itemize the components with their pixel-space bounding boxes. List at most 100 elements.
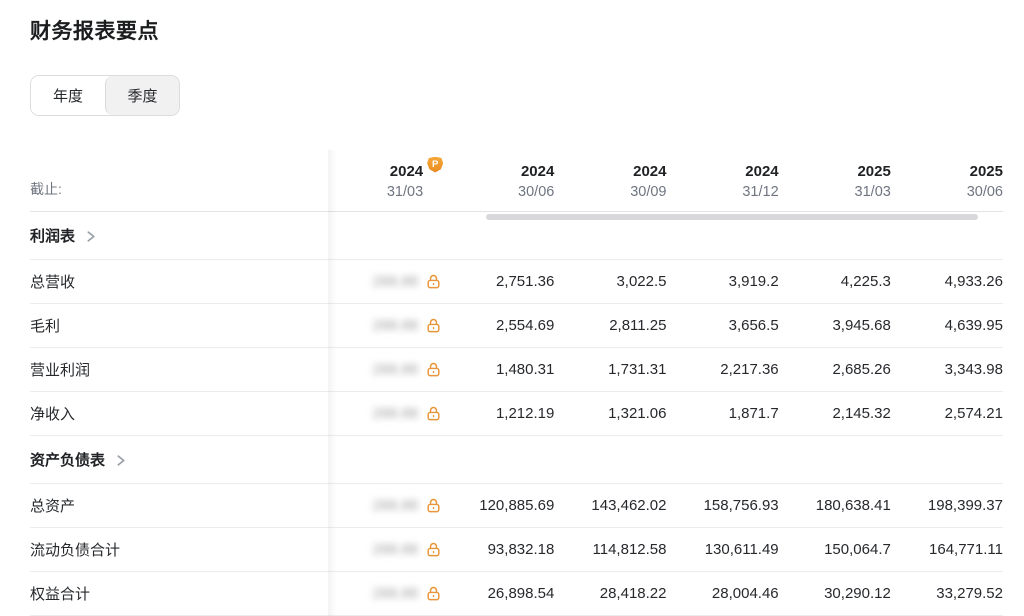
value-cell: 180,638.41 [815,497,891,514]
value-cell: 3,945.68 [832,317,891,334]
value-cell: 2,811.25 [609,317,667,334]
blurred-value: 288.88 [372,405,419,422]
section-row-balance-sheet: 资产负债表 [30,436,1003,484]
locked-value-cell[interactable]: 288.88 [330,304,442,347]
blurred-value: 288.88 [372,585,419,602]
lock-icon [427,586,440,601]
table-row-total-assets: 总资产 288.88 120,885.69 143,462.02 158,756… [30,484,1003,528]
row-label: 营业利润 [30,362,91,379]
table-header-row: 截止: 2024 P 31/03 2024 30/06 2024 30/09 2… [30,150,1003,212]
value-cell: 164,771.11 [929,541,1003,558]
financial-highlights-table: 截止: 2024 P 31/03 2024 30/06 2024 30/09 2… [0,150,1024,616]
locked-value-cell[interactable]: 288.88 [330,528,442,571]
column-date: 31/03 [386,183,424,200]
table-row-gross-profit: 毛利 288.88 2,554.69 2,811.25 3,656.5 3,94… [30,304,1003,348]
column-date: 30/09 [630,183,667,200]
column-date: 30/06 [966,183,1003,200]
value-cell: 2,217.36 [720,361,779,378]
table-row-total-equity: 权益合计 288.88 26,898.54 28,418.22 28,004.4… [30,572,1003,616]
row-label: 毛利 [30,318,61,335]
value-cell: 150,064.7 [824,541,891,558]
locked-value-cell[interactable]: 288.88 [330,260,442,303]
section-row-income-statement: 利润表 [30,212,1003,260]
table-row-total-current-liabilities: 流动负债合计 288.88 93,832.18 114,812.58 130,6… [30,528,1003,572]
blurred-value: 288.88 [372,317,419,334]
value-cell: 4,639.95 [944,317,1003,334]
chevron-right-icon [84,230,97,243]
horizontal-scrollbar-thumb[interactable] [486,214,978,220]
value-cell: 26,898.54 [487,585,555,602]
table-row-total-revenue: 总营收 288.88 2,751.36 3,022.5 3,919.2 4,22… [30,260,1003,304]
value-cell: 93,832.18 [487,541,555,558]
column-year: 2025 [857,162,891,180]
column-date: 31/12 [742,183,779,200]
value-cell: 28,418.22 [599,585,667,602]
value-cell: 3,656.5 [728,317,779,334]
blurred-value: 288.88 [372,361,419,378]
column-header-3: 2024 31/12 [666,150,778,211]
value-cell: 3,919.2 [728,273,779,290]
locked-value-cell[interactable]: 288.88 [330,484,442,527]
value-cell: 114,812.58 [592,541,667,558]
lock-icon [427,318,440,333]
sticky-column-shadow [328,150,337,616]
value-cell: 4,225.3 [840,273,891,290]
column-year: 2024 [520,162,555,180]
value-cell: 3,343.98 [944,361,1003,378]
value-cell: 198,399.37 [927,497,1003,514]
locked-value-cell[interactable]: 288.88 [330,392,442,435]
value-cell: 1,871.7 [728,405,779,422]
value-cell: 2,751.36 [495,273,555,290]
lock-icon [427,274,440,289]
as-of-label: 截止: [30,181,62,197]
tab-quarterly[interactable]: 季度 [105,76,179,115]
column-header-1: 2024 30/06 [442,150,554,211]
value-cell: 1,321.06 [608,405,667,422]
blurred-value: 288.88 [372,497,419,514]
section-toggle-income-statement[interactable]: 利润表 [30,212,330,259]
row-label: 净收入 [30,406,76,423]
row-label: 总资产 [30,498,76,515]
row-label: 权益合计 [30,586,91,603]
column-header-2: 2024 30/09 [554,150,666,211]
value-cell: 30,290.12 [824,585,891,602]
value-cell: 1,480.31 [495,361,555,378]
value-cell: 143,462.02 [591,497,667,514]
lock-icon [427,542,440,557]
lock-icon [427,406,440,421]
column-year: 2024 [745,162,779,180]
section-label: 利润表 [30,228,76,245]
value-cell: 1,731.31 [608,361,667,378]
locked-value-cell[interactable]: 288.88 [330,348,442,391]
value-cell: 120,885.69 [479,497,555,514]
blurred-value: 288.88 [372,273,419,290]
column-year: 2024 [389,162,424,180]
row-label: 流动负债合计 [30,542,121,559]
column-date: 30/06 [518,183,555,200]
value-cell: 158,756.93 [703,497,779,514]
locked-value-cell[interactable]: 288.88 [330,572,442,615]
column-date: 31/03 [854,183,891,200]
page-title: 财务报表要点 [30,20,159,43]
value-cell: 4,933.26 [944,273,1003,290]
column-header-4: 2025 31/03 [779,150,891,211]
value-cell: 1,212.19 [495,405,555,422]
section-toggle-balance-sheet[interactable]: 资产负债表 [30,436,330,483]
lock-icon [427,362,440,377]
table-row-net-income: 净收入 288.88 1,212.19 1,321.06 1,871.7 2,1… [30,392,1003,436]
column-year: 2025 [969,162,1003,180]
value-cell: 2,145.32 [832,405,891,422]
column-header-0: 2024 P 31/03 [330,150,444,211]
value-cell: 33,279.52 [936,585,1003,602]
value-cell: 2,685.26 [832,361,891,378]
column-year: 2024 [633,162,667,180]
value-cell: 2,574.21 [944,405,1003,422]
row-label: 总营收 [30,274,76,291]
value-cell: 130,611.49 [704,541,779,558]
tab-annual[interactable]: 年度 [31,76,105,115]
period-tab-group: 年度 季度 [30,75,180,116]
lock-icon [427,498,440,513]
value-cell: 28,004.46 [711,585,779,602]
value-cell: 3,022.5 [616,273,667,290]
section-label: 资产负债表 [30,452,106,469]
